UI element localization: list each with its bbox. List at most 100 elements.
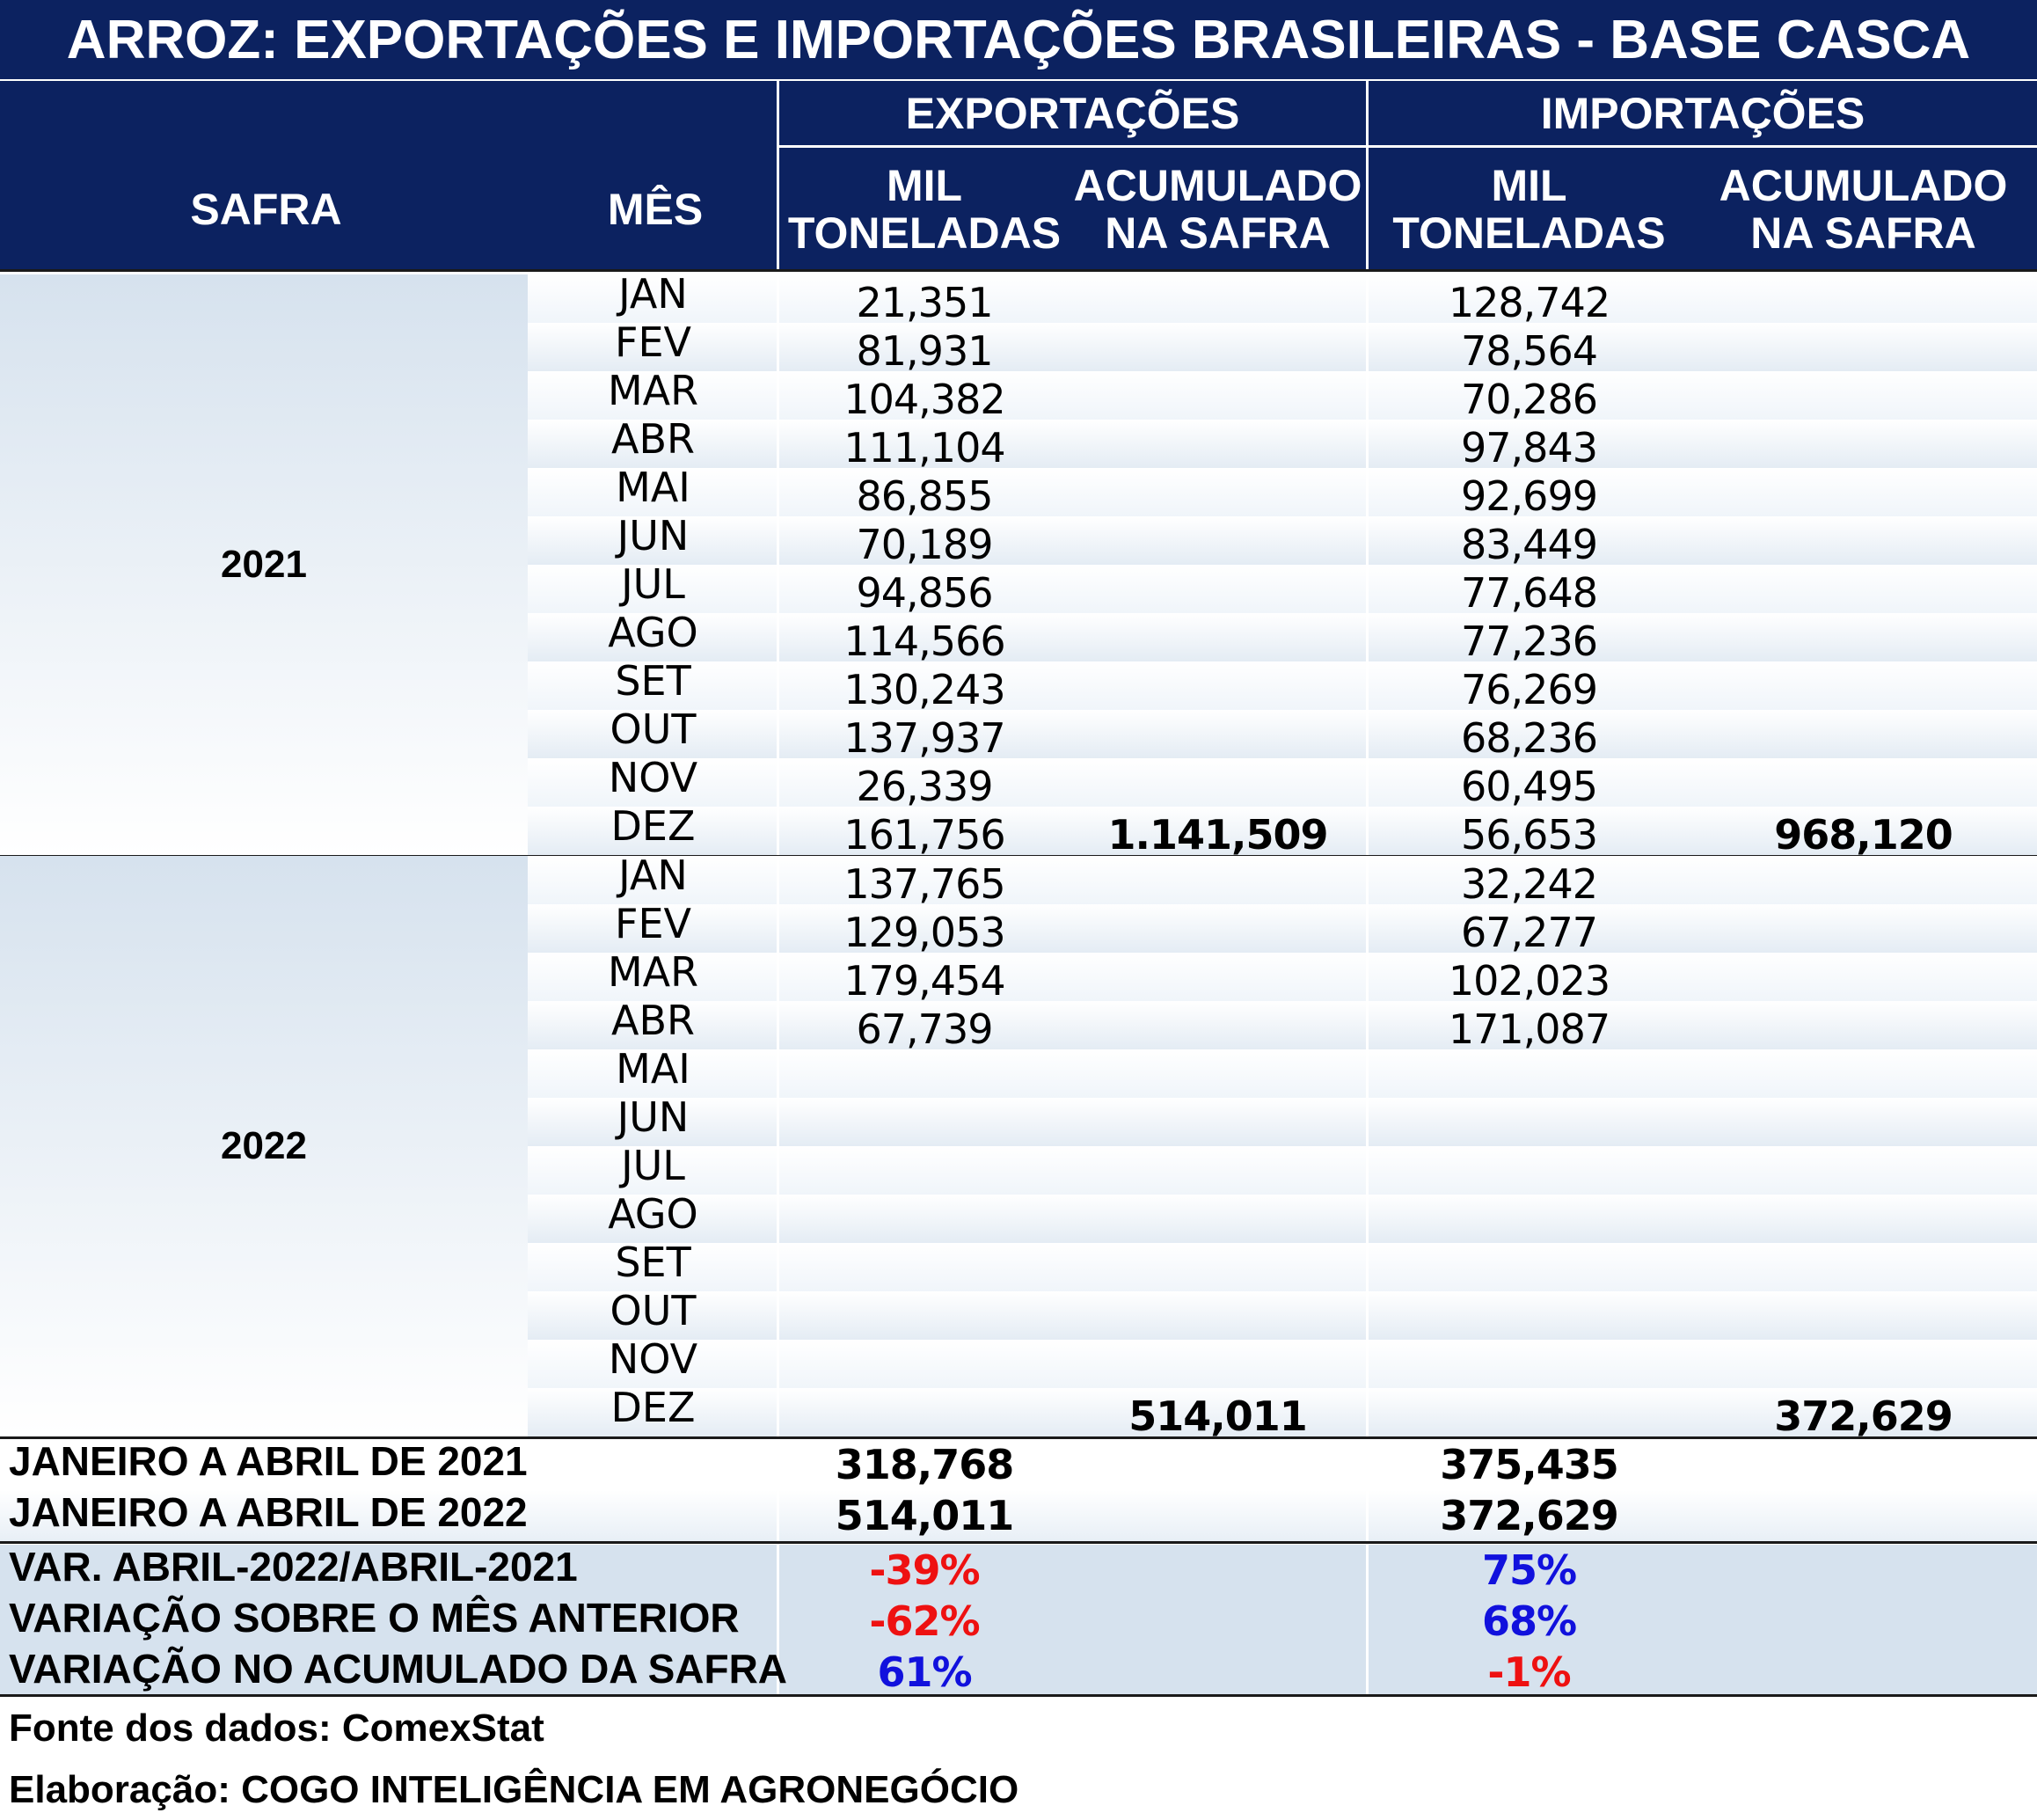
col-divider bbox=[1366, 1195, 1369, 1243]
col-divider bbox=[1366, 710, 1369, 758]
header-import-mil-line2: TONELADAS bbox=[1392, 208, 1666, 258]
header-export-acum: ACUMULADO NA SAFRA bbox=[1070, 148, 1366, 271]
col-divider bbox=[1366, 953, 1369, 1001]
safra-year: 2021 bbox=[221, 543, 307, 586]
export-accumulated: 1.141,509 bbox=[1107, 810, 1329, 859]
export-value bbox=[779, 1343, 1070, 1392]
col-divider bbox=[1366, 856, 1369, 904]
col-divider bbox=[777, 1001, 779, 1049]
safra-block bbox=[0, 274, 528, 855]
summary-label: JANEIRO A ABRIL DE 2021 bbox=[9, 1438, 528, 1484]
header-block bbox=[0, 81, 2037, 271]
export-value: 21,351 bbox=[856, 278, 994, 326]
table-row bbox=[528, 613, 2037, 661]
variation-import: 75% bbox=[1481, 1546, 1577, 1594]
col-divider bbox=[1366, 323, 1369, 371]
import-value bbox=[1369, 1198, 1690, 1246]
import-value bbox=[1369, 1101, 1690, 1150]
col-divider bbox=[777, 758, 779, 807]
summary-label: JANEIRO A ABRIL DE 2022 bbox=[9, 1489, 528, 1535]
export-value: 130,243 bbox=[843, 665, 1005, 713]
header-safra: SAFRA bbox=[190, 185, 342, 234]
footer-author: Elaboração: COGO INTELIGÊNCIA EM AGRONEG… bbox=[9, 1768, 1019, 1811]
header-import-acum-line1: ACUMULADO bbox=[1719, 161, 2008, 210]
table-row bbox=[528, 565, 2037, 613]
import-value bbox=[1369, 1295, 1690, 1343]
table-row bbox=[528, 1291, 2037, 1340]
col-divider bbox=[777, 904, 779, 953]
col-divider bbox=[777, 468, 779, 516]
summary-export: 514,011 bbox=[835, 1492, 1015, 1539]
month-label: AGO bbox=[608, 1189, 698, 1238]
import-value: 97,843 bbox=[1461, 423, 1598, 471]
header-divider bbox=[0, 269, 2037, 272]
export-value bbox=[779, 1053, 1070, 1101]
col-divider bbox=[777, 1243, 779, 1291]
col-divider bbox=[1366, 1545, 1369, 1694]
table-row bbox=[528, 371, 2037, 420]
import-value bbox=[1369, 1246, 1690, 1295]
variation-export: -62% bbox=[869, 1597, 980, 1645]
month-label: MAI bbox=[616, 463, 690, 511]
export-value: 137,765 bbox=[843, 859, 1005, 908]
table-row bbox=[528, 807, 2037, 855]
table-row bbox=[528, 856, 2037, 904]
table-row bbox=[528, 661, 2037, 710]
month-label: MAR bbox=[607, 947, 699, 996]
summary-import: 372,629 bbox=[1440, 1492, 1619, 1539]
variation-import: 68% bbox=[1481, 1597, 1577, 1645]
export-value: 81,931 bbox=[856, 326, 994, 375]
month-label: OUT bbox=[610, 705, 697, 753]
import-value bbox=[1369, 1053, 1690, 1101]
col-divider bbox=[1366, 1439, 1369, 1490]
title-bar: ARROZ: EXPORTAÇÕES E IMPORTAÇÕES BRASILE… bbox=[0, 0, 2037, 79]
header-import-mil-line1: MIL bbox=[1491, 161, 1567, 210]
safra-year: 2022 bbox=[221, 1124, 307, 1167]
col-divider bbox=[1366, 1001, 1369, 1049]
month-label: NOV bbox=[608, 753, 698, 801]
col-divider bbox=[777, 1146, 779, 1195]
col-divider bbox=[777, 613, 779, 661]
col-divider bbox=[1366, 758, 1369, 807]
month-label: JUL bbox=[621, 559, 685, 608]
col-divider bbox=[777, 1439, 779, 1490]
col-divider bbox=[1366, 1049, 1369, 1098]
export-value bbox=[779, 1392, 1070, 1440]
month-label: SET bbox=[615, 656, 691, 705]
import-value: 92,699 bbox=[1461, 471, 1598, 520]
col-divider bbox=[1366, 1388, 1369, 1436]
export-value: 161,756 bbox=[843, 810, 1005, 859]
month-label: JUL bbox=[621, 1141, 685, 1189]
variation-import: -1% bbox=[1487, 1648, 1571, 1696]
table-row bbox=[528, 323, 2037, 371]
import-accumulated: 968,120 bbox=[1774, 810, 1953, 859]
header-export-acum-line2: NA SAFRA bbox=[1105, 208, 1331, 258]
variation-label: VAR. ABRIL-2022/ABRIL-2021 bbox=[9, 1544, 578, 1590]
col-divider bbox=[1366, 1340, 1369, 1388]
col-divider bbox=[777, 1291, 779, 1340]
month-label: JUN bbox=[617, 1093, 690, 1141]
import-value: 102,023 bbox=[1448, 956, 1610, 1005]
col-divider bbox=[1366, 516, 1369, 565]
table-row bbox=[528, 1049, 2037, 1098]
col-divider bbox=[1366, 371, 1369, 420]
month-label: MAI bbox=[616, 1044, 690, 1093]
month-label: ABR bbox=[611, 996, 695, 1044]
col-divider bbox=[1366, 1490, 1369, 1541]
safra-block bbox=[0, 856, 528, 1436]
table-row bbox=[528, 1243, 2037, 1291]
col-divider bbox=[777, 323, 779, 371]
export-value: 94,856 bbox=[856, 568, 994, 617]
export-value: 111,104 bbox=[843, 423, 1005, 471]
import-accumulated: 372,629 bbox=[1774, 1392, 1953, 1440]
export-value bbox=[779, 1246, 1070, 1295]
export-value: 129,053 bbox=[843, 908, 1005, 956]
month-label: AGO bbox=[608, 608, 698, 656]
month-label: DEZ bbox=[610, 1383, 696, 1431]
table-row bbox=[528, 468, 2037, 516]
table-row bbox=[528, 1195, 2037, 1243]
variation-export: -39% bbox=[869, 1546, 980, 1594]
col-divider bbox=[1366, 274, 1369, 323]
month-label: JAN bbox=[618, 269, 688, 318]
